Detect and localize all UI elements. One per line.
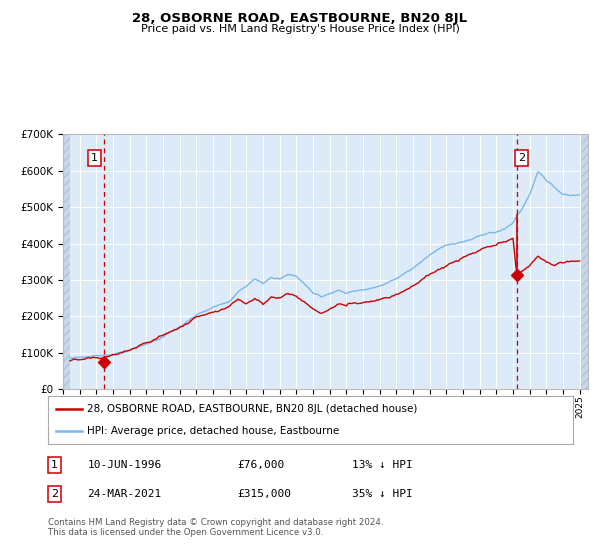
Text: 1: 1 — [91, 153, 98, 163]
Text: 1: 1 — [51, 460, 58, 470]
Text: 28, OSBORNE ROAD, EASTBOURNE, BN20 8JL: 28, OSBORNE ROAD, EASTBOURNE, BN20 8JL — [133, 12, 467, 25]
Text: 13% ↓ HPI: 13% ↓ HPI — [353, 460, 413, 470]
Text: 28, OSBORNE ROAD, EASTBOURNE, BN20 8JL (detached house): 28, OSBORNE ROAD, EASTBOURNE, BN20 8JL (… — [88, 404, 418, 414]
Text: 24-MAR-2021: 24-MAR-2021 — [88, 489, 161, 499]
Text: 2: 2 — [518, 153, 526, 163]
Text: 10-JUN-1996: 10-JUN-1996 — [88, 460, 161, 470]
Text: 2: 2 — [51, 489, 58, 499]
Bar — [581, 134, 588, 389]
Text: £76,000: £76,000 — [237, 460, 284, 470]
Bar — [63, 134, 70, 389]
Text: HPI: Average price, detached house, Eastbourne: HPI: Average price, detached house, East… — [88, 426, 340, 436]
Text: Price paid vs. HM Land Registry's House Price Index (HPI): Price paid vs. HM Land Registry's House … — [140, 24, 460, 34]
Text: £315,000: £315,000 — [237, 489, 291, 499]
Text: 35% ↓ HPI: 35% ↓ HPI — [353, 489, 413, 499]
Text: Contains HM Land Registry data © Crown copyright and database right 2024.
This d: Contains HM Land Registry data © Crown c… — [48, 518, 383, 538]
